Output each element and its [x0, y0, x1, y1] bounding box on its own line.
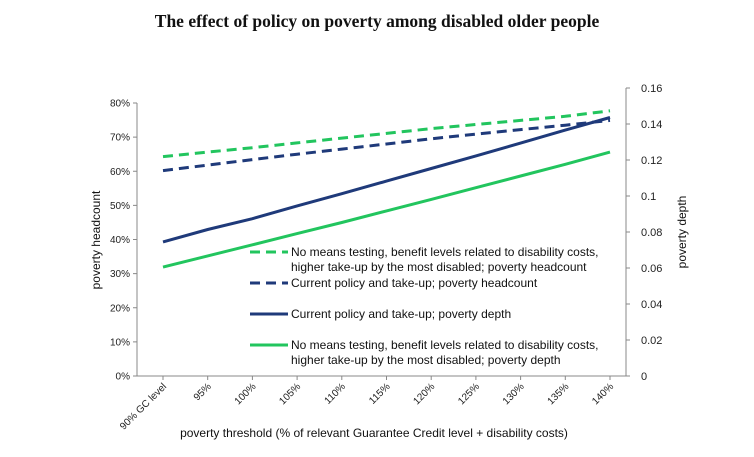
chart-title: The effect of policy on poverty among di… [155, 11, 600, 31]
legend-label-1: higher take-up by the most disabled; pov… [291, 260, 587, 274]
series-line-1 [162, 109, 611, 159]
series-line-2 [162, 118, 611, 173]
y-tick-label: 40% [110, 235, 130, 246]
x-tick-label: 115% [367, 381, 392, 406]
y-tick-label: 10% [110, 337, 130, 348]
series-line-3 [162, 116, 611, 244]
y-axis-label: poverty headcount [89, 190, 103, 289]
y-ticks-left: 0% 10% 20% 30% 40% 50% 60% 70% 80% [110, 99, 137, 383]
legend-label-1: No means testing, benefit levels related… [291, 245, 599, 259]
y-tick-label: 70% [110, 133, 130, 144]
x-tick-label: 120% [411, 381, 437, 407]
x-tick-label: 130% [501, 381, 527, 407]
y-tick-label: 80% [110, 99, 130, 110]
x-tick-label: 95% [192, 381, 214, 403]
x-ticks: 90% GC level 95% 100% 105% 110% 115% 120% 125% 1… [118, 376, 616, 432]
x-tick-label: 105% [277, 381, 303, 407]
x-tick-label: 125% [456, 381, 482, 407]
y2-tick-label: 0.06 [641, 263, 662, 275]
y-ticks-right: 0 0.02 0.04 0.06 0.08 0.1 0.12 0.14 0.16 [626, 83, 662, 383]
legend-label-4: higher take-up by the most disabled; pov… [291, 353, 561, 367]
x-tick-label: 90% GC level [118, 381, 169, 432]
series-line-4 [162, 150, 611, 269]
y2-tick-label: 0.1 [641, 191, 656, 203]
x-tick-label: 100% [233, 381, 259, 407]
axes [136, 88, 627, 377]
y2-tick-label: 0.04 [641, 299, 662, 311]
y2-tick-label: 0.14 [641, 119, 662, 131]
y2-tick-label: 0.08 [641, 227, 662, 239]
y2-tick-label: 0 [641, 371, 647, 383]
y-tick-label: 60% [110, 167, 130, 178]
y-tick-label: 30% [110, 269, 130, 280]
x-axis-label: poverty threshold (% of relevant Guarant… [180, 426, 568, 440]
y-tick-label: 0% [116, 372, 131, 383]
x-tick-label: 110% [323, 381, 348, 406]
y-tick-label: 50% [110, 201, 130, 212]
series-lines [162, 109, 611, 269]
y2-tick-label: 0.02 [641, 335, 662, 347]
y2-tick-label: 0.16 [641, 83, 662, 95]
legend-label-2: Current policy and take-up; poverty head… [291, 276, 538, 290]
y2-tick-label: 0.12 [641, 155, 662, 167]
x-tick-label: 135% [546, 381, 572, 407]
legend-label-3: Current policy and take-up; poverty dept… [291, 307, 511, 321]
legend-label-4: No means testing, benefit levels related… [291, 338, 599, 352]
x-tick-label: 140% [590, 381, 616, 407]
y-tick-label: 20% [110, 303, 130, 314]
y2-axis-label: poverty depth [675, 196, 689, 269]
legend: No means testing, benefit levels related… [250, 245, 599, 367]
